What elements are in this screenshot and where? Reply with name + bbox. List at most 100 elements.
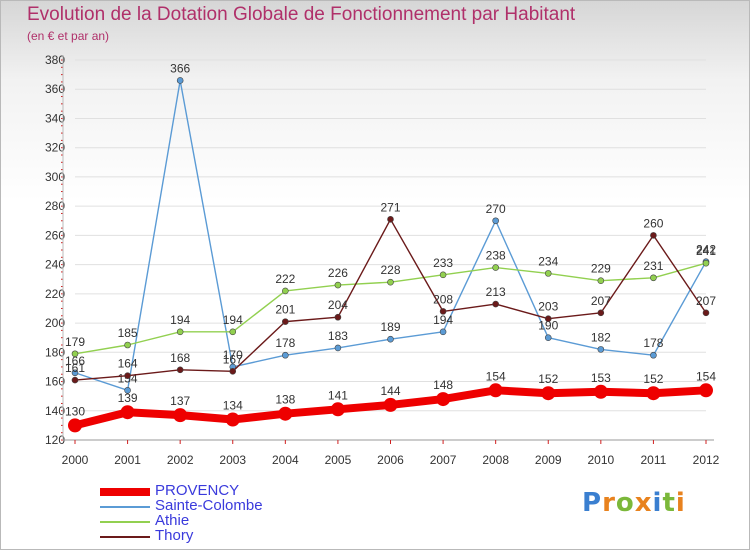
data-point — [650, 351, 657, 359]
y-tick-label: 280 — [45, 199, 65, 213]
logo-letter: t — [662, 488, 676, 518]
data-point — [334, 313, 342, 321]
x-tick-label: 2004 — [272, 453, 299, 467]
y-tick-label: 260 — [45, 228, 65, 242]
data-label: 141 — [328, 388, 348, 402]
x-tick-label: 2009 — [535, 453, 562, 467]
data-point — [541, 386, 556, 401]
data-label: 234 — [538, 254, 558, 268]
y-tick-label: 320 — [45, 141, 65, 155]
data-point — [330, 402, 345, 417]
y-tick-label: 360 — [45, 82, 65, 96]
data-point — [71, 369, 79, 377]
data-label: 161 — [65, 361, 85, 375]
data-point — [492, 217, 499, 225]
data-label: 154 — [486, 369, 506, 383]
data-label: 238 — [486, 249, 506, 263]
data-label: 270 — [486, 202, 506, 216]
data-point — [124, 372, 131, 379]
data-point — [593, 384, 608, 399]
data-label: 185 — [118, 326, 138, 340]
data-point — [229, 328, 237, 336]
data-label: 182 — [591, 330, 611, 344]
logo-letter: i — [652, 488, 663, 518]
x-tick-label: 2005 — [325, 453, 352, 467]
data-point — [597, 309, 605, 317]
x-tick-label: 2001 — [114, 453, 141, 467]
legend-swatch — [100, 488, 150, 496]
data-label: 194 — [170, 313, 190, 327]
data-label: 130 — [65, 404, 85, 418]
data-point — [439, 328, 447, 336]
data-point — [650, 274, 657, 282]
y-tick-label: 120 — [45, 433, 65, 447]
chart-subtitle: (en € et par an) — [27, 29, 110, 43]
x-tick-label: 2010 — [587, 453, 614, 467]
data-point — [71, 376, 79, 384]
y-tick-label: 340 — [45, 111, 65, 125]
data-label: 152 — [643, 372, 663, 386]
x-tick-label: 2003 — [219, 453, 246, 467]
data-point — [124, 341, 131, 349]
proxiti-logo: Proxiti — [582, 488, 686, 518]
data-point — [278, 406, 293, 421]
data-point — [650, 232, 657, 239]
data-point — [439, 271, 447, 279]
data-label: 154 — [696, 369, 716, 383]
legend-swatch — [100, 521, 150, 523]
logo-letter: i — [675, 488, 686, 518]
data-label: 170 — [223, 348, 243, 362]
data-label: 203 — [538, 300, 558, 314]
legend-label: Sainte-Colombe — [155, 497, 263, 514]
series-sainte-colombe: 166 154 366 170 178 183 189 194 270 190 182 178 242 — [65, 61, 716, 394]
data-label: 164 — [118, 357, 138, 371]
data-label: 194 — [433, 313, 453, 327]
y-tick-label: 380 — [45, 53, 65, 67]
data-label: 167 — [223, 352, 243, 366]
data-label: 166 — [65, 354, 85, 368]
data-label: 271 — [380, 200, 400, 214]
data-label: 208 — [433, 292, 453, 306]
data-label: 260 — [643, 216, 663, 230]
data-label: 152 — [538, 372, 558, 386]
x-tick-label: 2000 — [62, 453, 89, 467]
data-label: 366 — [170, 61, 190, 75]
data-point — [225, 412, 240, 427]
data-point — [334, 344, 342, 352]
x-tick-label: 2012 — [693, 453, 720, 467]
x-tick-label: 2011 — [641, 453, 667, 467]
data-label: 183 — [328, 329, 348, 343]
data-point — [646, 386, 661, 401]
data-label: 207 — [591, 294, 611, 308]
data-point — [544, 334, 552, 341]
y-tick-label: 220 — [45, 287, 65, 301]
data-point — [702, 309, 710, 317]
series-thory: 161 164 168 167 201 204 271 208 213 203 207 260 207 — [65, 200, 716, 384]
data-label: 144 — [380, 384, 400, 398]
data-point — [544, 315, 552, 322]
data-point — [282, 351, 289, 359]
logo-letter: P — [582, 488, 603, 518]
legend-label: PROVENCY — [155, 482, 240, 499]
data-label: 233 — [433, 256, 453, 270]
data-point — [387, 335, 394, 343]
data-label: 242 — [696, 243, 716, 257]
data-label: 134 — [223, 399, 243, 413]
data-point — [492, 300, 499, 308]
legend-label: Thory — [155, 527, 194, 544]
data-point — [229, 368, 237, 375]
data-point — [282, 287, 289, 295]
data-label: 179 — [65, 335, 85, 349]
x-tick-label: 2006 — [377, 453, 404, 467]
legend-swatch — [100, 536, 150, 538]
data-label: 222 — [275, 272, 295, 286]
y-tick-label: 200 — [45, 316, 65, 330]
data-label: 178 — [275, 336, 295, 350]
data-label: 207 — [696, 294, 716, 308]
data-point — [334, 281, 342, 289]
data-point — [176, 328, 184, 336]
data-label: 178 — [643, 336, 663, 350]
data-label: 194 — [223, 313, 243, 327]
x-tick-label: 2008 — [482, 453, 509, 467]
x-tick-label: 2002 — [167, 453, 194, 467]
